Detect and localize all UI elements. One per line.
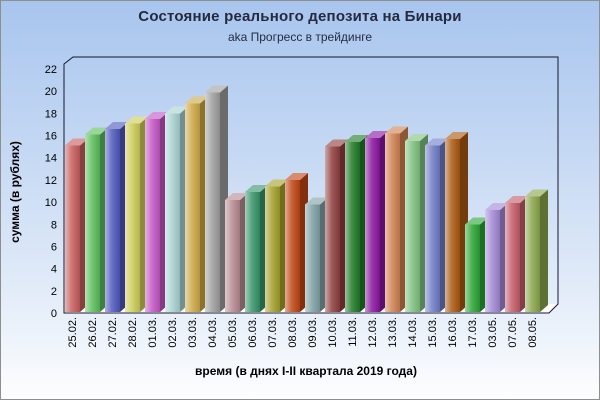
chart-subtitle: aka Прогресс в трейдинге [227,30,373,44]
y-tick-label: 2 [51,286,57,298]
plot-box-outline [63,56,559,314]
bar [245,185,268,312]
bar [265,179,288,312]
bar [365,131,388,312]
x-tick-label: 07.05. [507,317,519,348]
bar [225,193,248,312]
bar [65,138,88,312]
y-tick-label: 6 [51,241,57,253]
bar [425,138,448,312]
y-tick-label: 4 [51,264,57,276]
bar [145,112,168,312]
bar [85,127,108,312]
x-tick-label: 01.03. [147,317,159,348]
bar [525,189,548,312]
y-tick-label: 8 [51,219,57,231]
x-tick-label: 13.03. [387,317,399,348]
bar [385,126,408,312]
bar [485,203,508,312]
x-tick-label: 14.03. [407,317,419,348]
x-tick-label: 28.02. [127,317,139,348]
x-tick-label: 02.03. [167,317,179,348]
bar [505,196,528,312]
bar [445,132,468,312]
x-tick-label: 17.03. [467,317,479,348]
bar [105,122,128,312]
y-tick-label: 20 [45,86,57,98]
y-tick-label: 22 [45,64,57,76]
x-tick-label: 16.03. [447,317,459,348]
x-tick-label: 25.02. [67,317,79,348]
y-tick-label: 0 [51,308,57,320]
x-tick-label: 26.02. [87,317,99,348]
bar [325,139,348,312]
x-tick-label: 10.03. [327,317,339,348]
x-tick-label: 08.05. [527,317,539,348]
chart-title: Состояние реального депозита на Бинари [138,8,462,25]
bar [205,85,228,312]
x-tick-label: 05.03. [227,317,239,348]
y-tick-label: 14 [45,153,57,165]
x-tick-label: 03.03. [187,317,199,348]
bar [345,135,368,312]
x-tick-label: 06.03. [247,317,259,348]
y-tick-label: 12 [45,175,57,187]
bar [185,96,208,312]
x-tick-label: 07.03. [267,317,279,348]
bar [465,217,488,312]
bar [405,134,428,312]
x-tick-label: 12.03. [367,317,379,348]
bar [165,106,188,312]
x-tick-label: 09.03. [307,317,319,348]
y-tick-label: 16 [45,131,57,143]
bar [285,173,308,312]
x-tick-label: 11.03. [347,317,359,347]
x-tick-label: 15.03. [427,317,439,348]
bar [125,116,148,312]
x-tick-label: 04.03. [207,317,219,348]
x-axis-label: время (в днях I-II квартала 2019 года) [195,364,417,378]
x-tick-label: 03.05. [487,317,499,348]
x-tick-label: 08.03. [287,317,299,348]
bar [305,197,328,312]
y-tick-label: 18 [45,108,57,120]
y-tick-label: 10 [45,197,57,209]
x-tick-label: 27.02. [107,317,119,348]
